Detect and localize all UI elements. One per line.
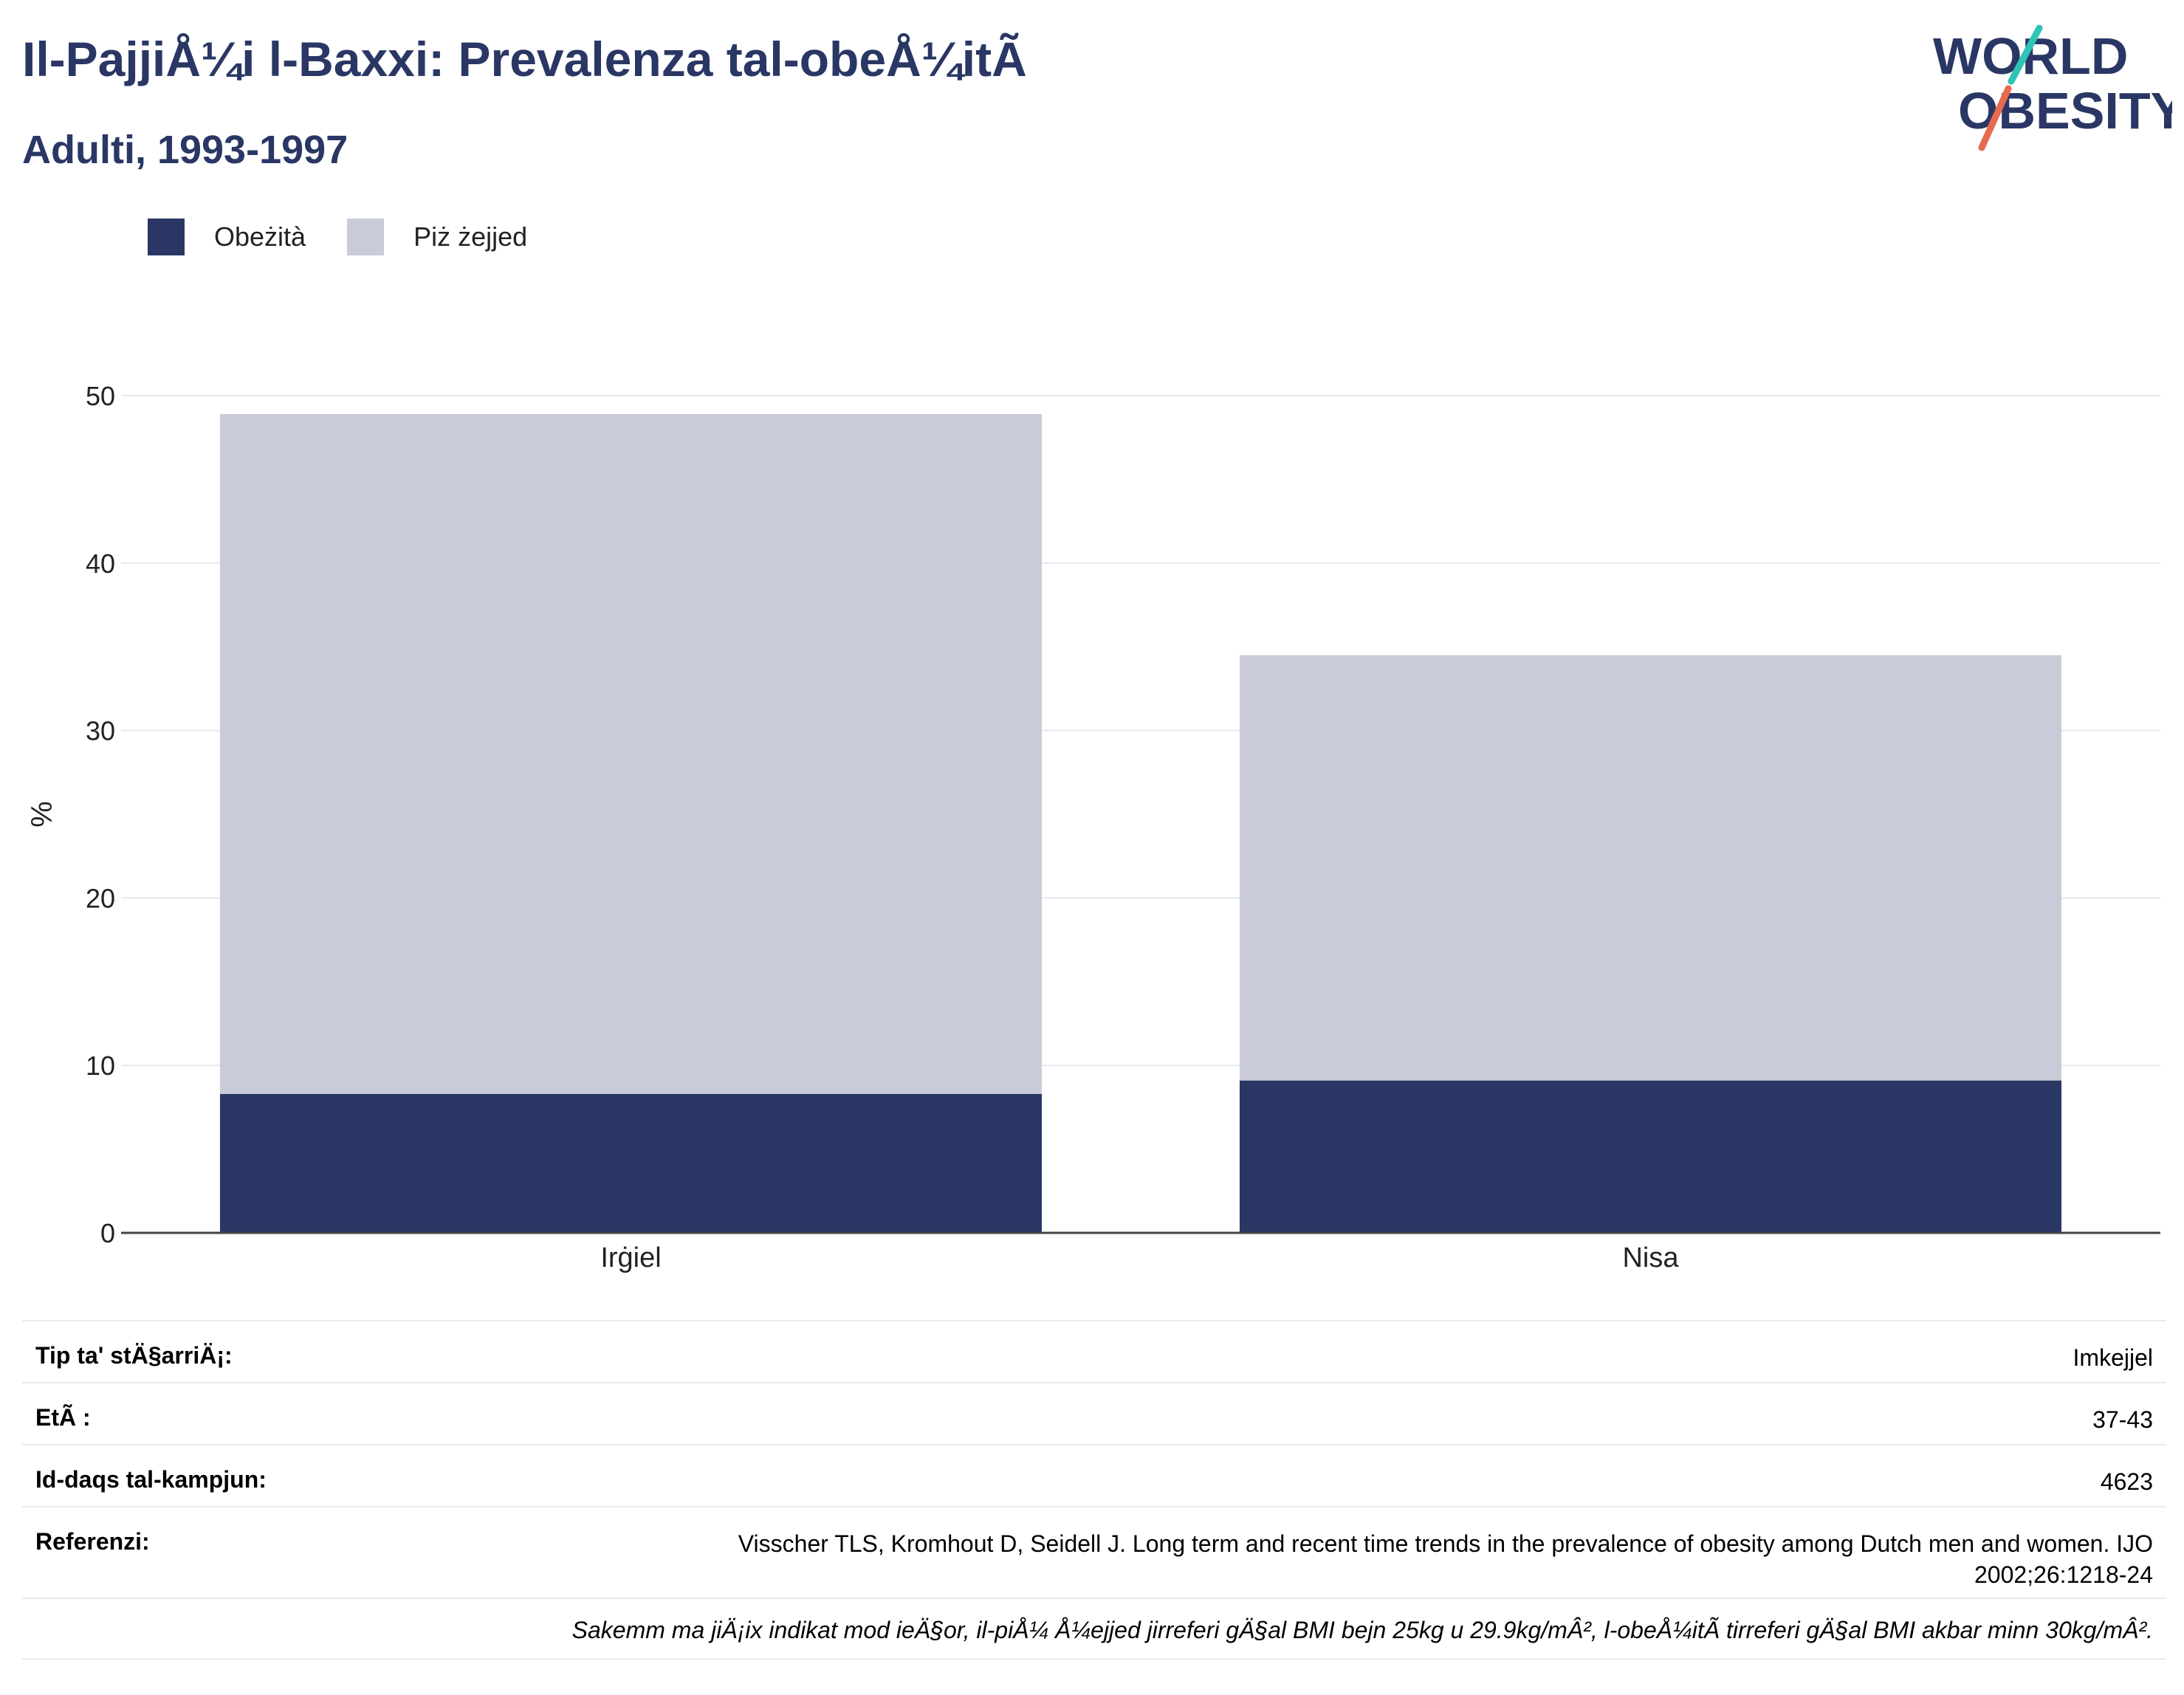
legend-item-obesity[interactable]: Obeżità bbox=[148, 219, 306, 255]
bar-overweight-0 bbox=[219, 413, 1043, 1094]
y-axis-label: % bbox=[26, 801, 58, 828]
info-value-age: 37-43 bbox=[2092, 1406, 2153, 1433]
logo-line2: OBESITY bbox=[1958, 82, 2172, 140]
info-value-references: Visscher TLS, Kromhout D, Seidell J. Lon… bbox=[738, 1530, 2153, 1588]
x-tick-label-1: Nisa bbox=[1622, 1242, 1679, 1273]
bar-obesity-1 bbox=[1239, 1080, 2062, 1233]
legend-label-overweight: Piż żejjed bbox=[413, 221, 528, 252]
y-tick-label-10: 10 bbox=[86, 1051, 115, 1081]
y-tick-label-40: 40 bbox=[86, 549, 115, 579]
bar-obesity-0 bbox=[219, 1093, 1043, 1233]
chart-subtitle: Adulti, 1993-1997 bbox=[22, 128, 348, 172]
info-table: Tip ta' stÄ§arriÄ¡: Imkejjel EtÃ : 37-43… bbox=[22, 1320, 2166, 1660]
bar-chart: 0 10 20 30 40 50% Irġiel Nisa bbox=[26, 381, 2160, 1273]
logo-slash-teal bbox=[2008, 24, 2043, 85]
bar-overweight-1 bbox=[1239, 655, 2062, 1081]
definition-note: Sakemm ma jiÄ¡ix indikat mod ieÄ§or, il-… bbox=[22, 1598, 2166, 1660]
y-tick-label-20: 20 bbox=[86, 883, 115, 913]
info-row-age: EtÃ : 37-43 bbox=[22, 1382, 2166, 1444]
info-value-survey-type: Imkejjel bbox=[2073, 1344, 2153, 1371]
info-row-survey-type: Tip ta' stÄ§arriÄ¡: Imkejjel bbox=[22, 1320, 2166, 1382]
chart-title: Il-PajjiÅ¼i l-Baxxi: Prevalenza tal-obeÅ… bbox=[22, 32, 1027, 86]
info-label-sample-size: Id-daqs tal-kampjun: bbox=[35, 1466, 267, 1493]
legend-label-obesity: Obeżità bbox=[214, 221, 306, 252]
logo-slash-coral bbox=[1978, 85, 2012, 151]
info-row-references: Referenzi: Visscher TLS, Kromhout D, Sei… bbox=[22, 1506, 2166, 1598]
info-label-survey-type: Tip ta' stÄ§arriÄ¡: bbox=[35, 1342, 233, 1369]
info-value-sample-size: 4623 bbox=[2100, 1468, 2153, 1495]
world-obesity-logo: WORLD OBESITY bbox=[1933, 24, 2172, 151]
legend-swatch-obesity bbox=[148, 219, 185, 255]
y-tick-label-50: 50 bbox=[86, 381, 115, 411]
info-row-sample-size: Id-daqs tal-kampjun: 4623 bbox=[22, 1444, 2166, 1506]
info-label-age: EtÃ : bbox=[35, 1404, 91, 1431]
legend-item-overweight[interactable]: Piż żejjed bbox=[347, 219, 527, 255]
y-tick-label-0: 0 bbox=[100, 1218, 115, 1248]
y-tick-label-30: 30 bbox=[86, 716, 115, 746]
legend-swatch-overweight bbox=[347, 219, 385, 255]
logo-line1: WORLD bbox=[1933, 27, 2128, 85]
info-label-references: Referenzi: bbox=[35, 1528, 150, 1555]
x-tick-label-0: Irġiel bbox=[600, 1242, 661, 1273]
chart-legend: Obeżità Piż żejjed bbox=[148, 219, 569, 255]
